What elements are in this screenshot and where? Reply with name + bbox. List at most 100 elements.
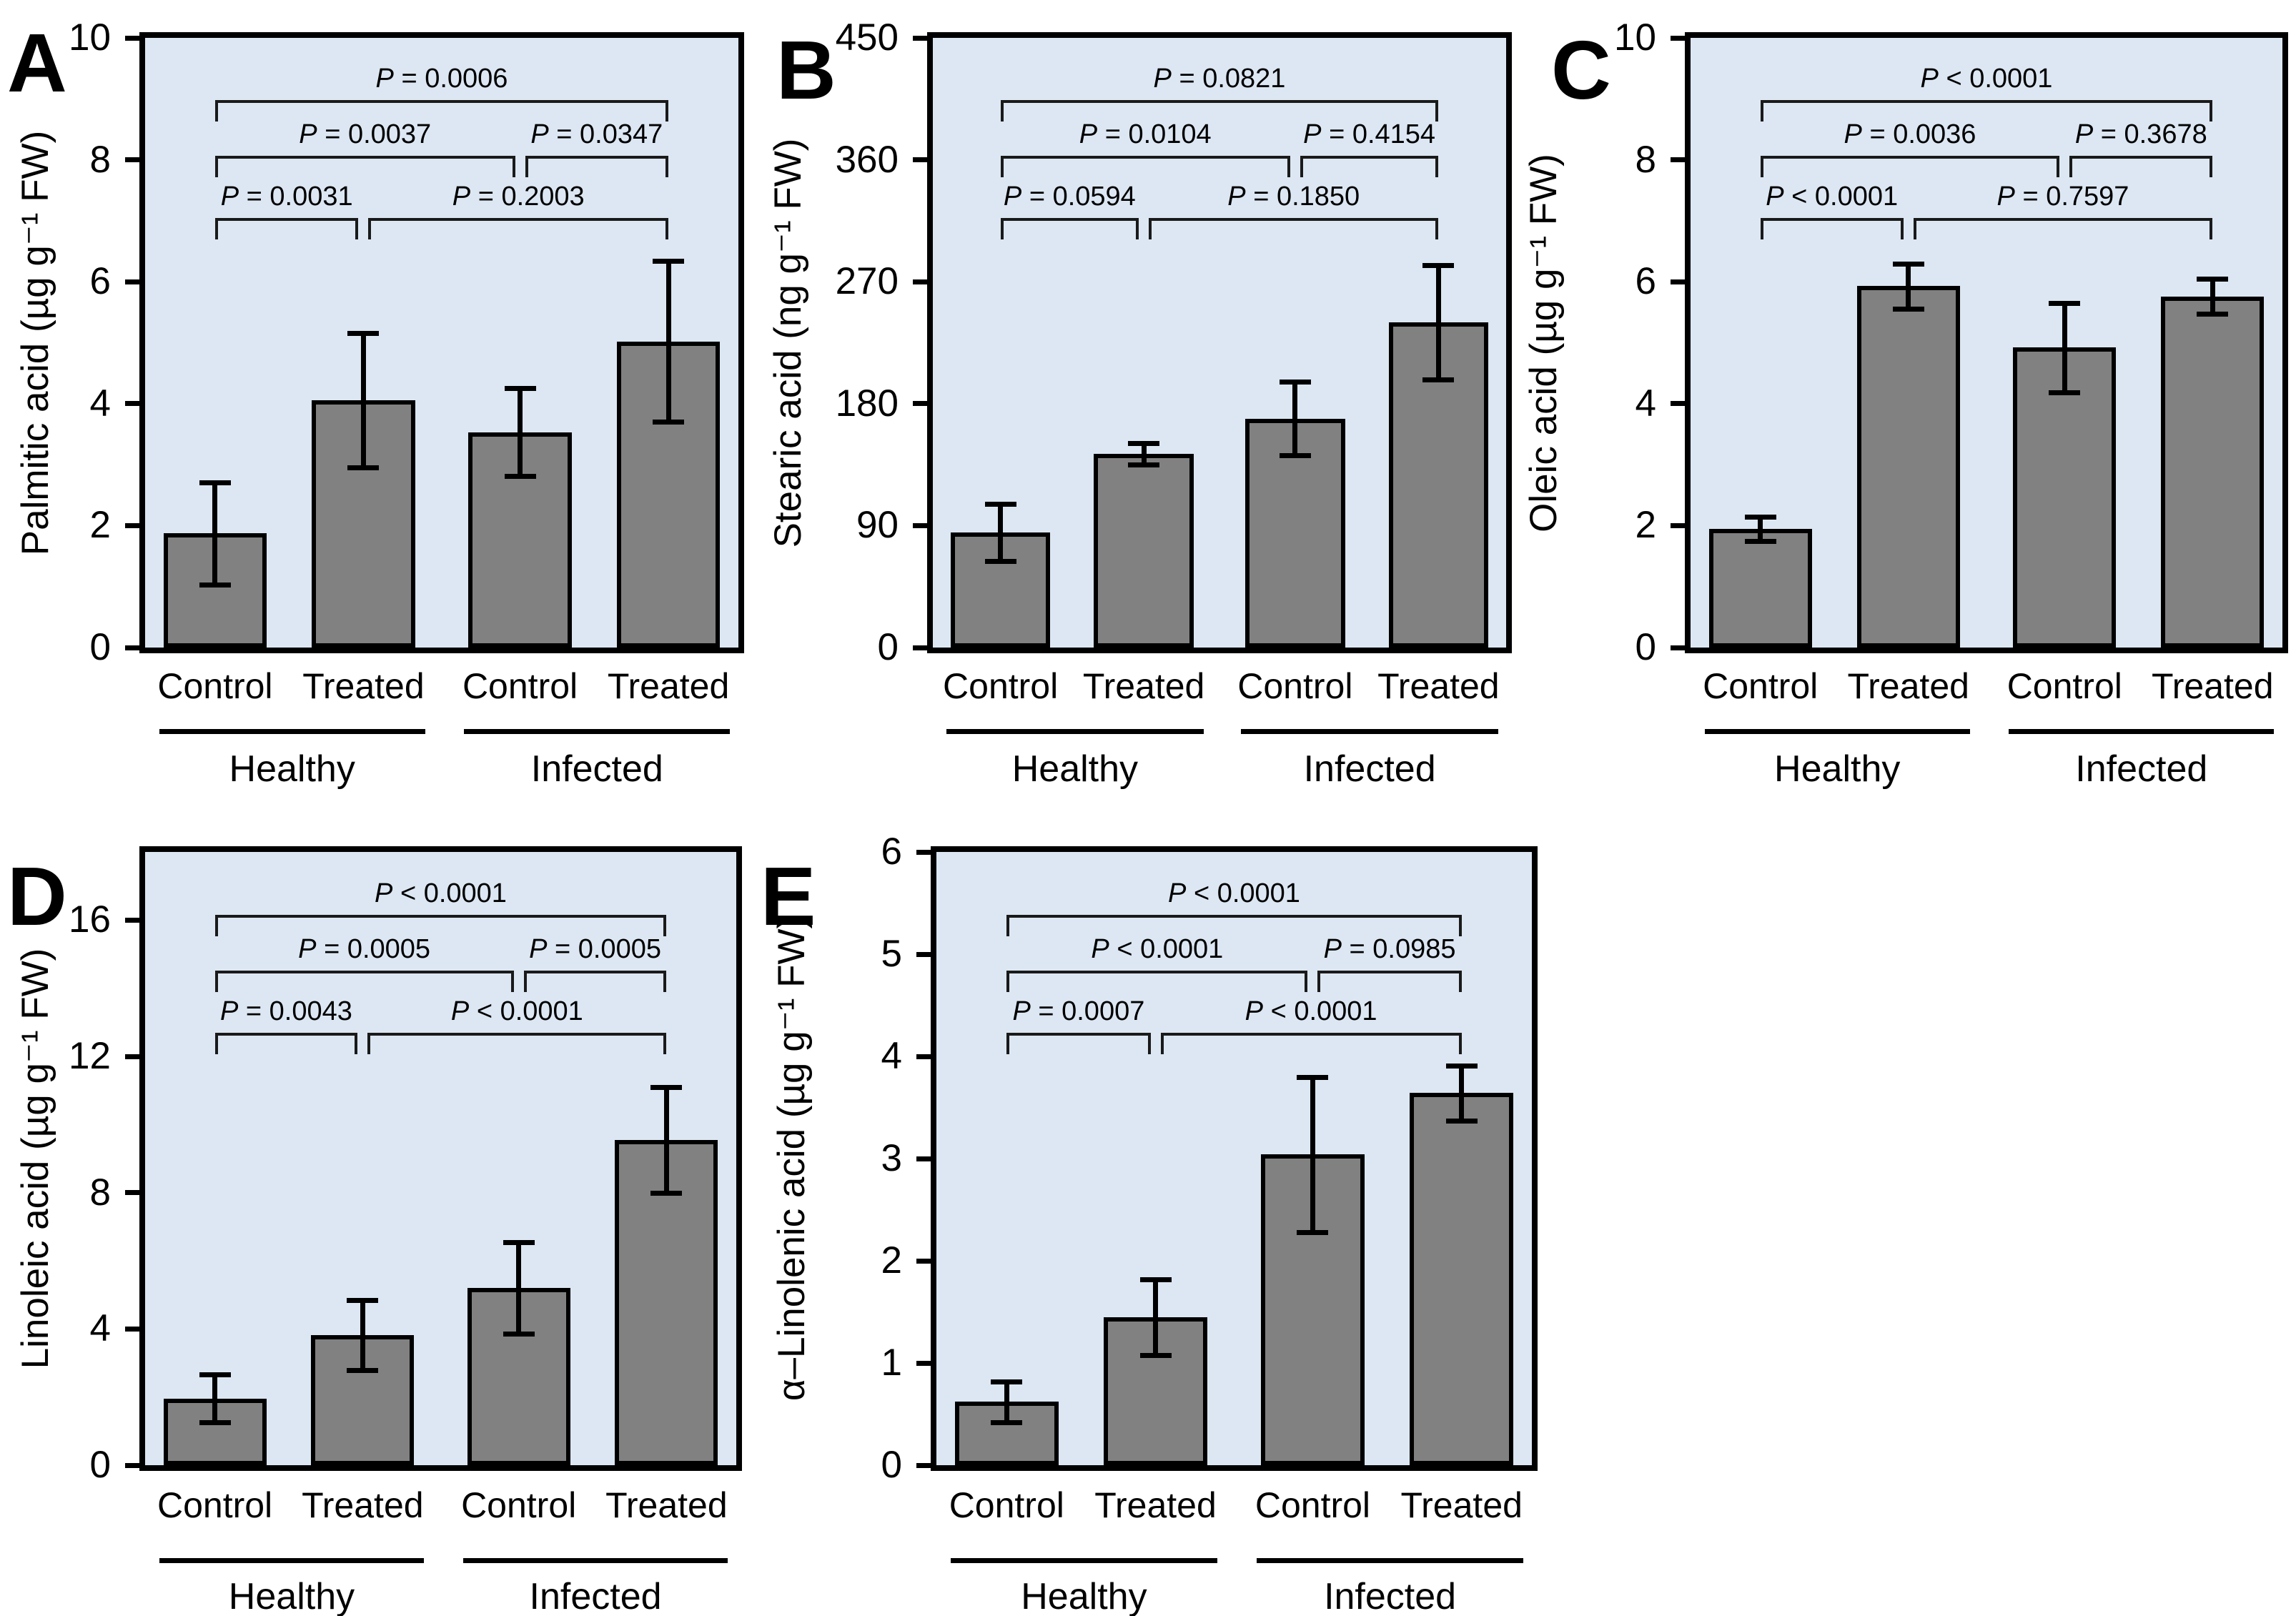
y-tick-label-e: 5 bbox=[881, 933, 902, 975]
error-cap-top-b3 bbox=[1279, 380, 1311, 385]
p-value-text: < 0.0001 bbox=[469, 996, 583, 1027]
error-bar-e2 bbox=[1153, 1279, 1159, 1355]
p-value-label-c-2: P = 0.0036 bbox=[1753, 119, 2067, 150]
x-tick-label-d3: Control bbox=[461, 1485, 577, 1525]
error-cap-top-b1 bbox=[984, 502, 1016, 507]
y-tick-mark-d bbox=[125, 1326, 139, 1332]
p-symbol: P bbox=[298, 933, 317, 964]
y-tick-label-d: 8 bbox=[89, 1171, 111, 1214]
error-cap-bottom-d3 bbox=[503, 1332, 535, 1337]
sig-bracket-a-0 bbox=[214, 217, 359, 239]
y-tick-label-b: 360 bbox=[835, 138, 899, 181]
x-tick-label-d2: Treated bbox=[302, 1485, 424, 1525]
y-tick-mark-c bbox=[1671, 401, 1685, 407]
error-bar-b2 bbox=[1141, 442, 1147, 465]
p-symbol: P bbox=[1012, 996, 1031, 1027]
p-value-text: = 0.0104 bbox=[1097, 119, 1212, 149]
p-symbol: P bbox=[450, 996, 470, 1027]
y-tick-mark-e bbox=[916, 1462, 931, 1468]
bar-c1 bbox=[1708, 528, 1812, 648]
sig-bracket-b-1 bbox=[1149, 217, 1439, 239]
group-label-b-1: Infected bbox=[1303, 748, 1436, 790]
y-tick-label-b: 90 bbox=[856, 504, 899, 547]
y-tick-label-a: 6 bbox=[89, 260, 111, 303]
error-cap-bottom-b2 bbox=[1128, 462, 1160, 468]
y-tick-mark-a bbox=[125, 279, 139, 284]
p-symbol: P bbox=[1766, 181, 1784, 212]
p-symbol: P bbox=[1003, 181, 1022, 212]
panel-letter-a: A bbox=[7, 16, 67, 109]
x-tick-label-e2: Treated bbox=[1094, 1485, 1217, 1525]
p-value-label-a-1: P = 0.2003 bbox=[361, 181, 676, 212]
y-tick-label-a: 4 bbox=[89, 382, 111, 425]
error-cap-top-b2 bbox=[1128, 440, 1160, 446]
bar-c2 bbox=[1856, 286, 1960, 648]
x-tick-label-b4: Treated bbox=[1377, 666, 1500, 706]
error-cap-top-a3 bbox=[504, 386, 536, 392]
panel-letter-d: D bbox=[7, 850, 67, 943]
y-tick-mark-b bbox=[913, 35, 927, 41]
error-cap-bottom-b4 bbox=[1422, 377, 1455, 382]
y-tick-label-c: 4 bbox=[1635, 382, 1656, 425]
p-symbol: P bbox=[530, 119, 549, 149]
y-tick-mark-d bbox=[125, 917, 139, 923]
sig-bracket-b-4 bbox=[1000, 100, 1439, 122]
sig-bracket-b-3 bbox=[1300, 155, 1439, 177]
p-symbol: P bbox=[1227, 181, 1246, 212]
p-value-label-e-4: P < 0.0001 bbox=[1077, 878, 1392, 909]
group-underline-c-0 bbox=[1704, 729, 1970, 734]
p-value-label-e-1: P < 0.0001 bbox=[1154, 996, 1468, 1027]
y-tick-label-e: 3 bbox=[881, 1137, 902, 1179]
group-underline-c-1 bbox=[2009, 729, 2275, 734]
p-value-text: = 0.0347 bbox=[548, 119, 663, 149]
error-bar-c2 bbox=[1906, 263, 1911, 309]
error-cap-top-c4 bbox=[2197, 276, 2229, 282]
p-value-text: = 0.3678 bbox=[2093, 119, 2207, 149]
p-symbol: P bbox=[375, 64, 394, 94]
p-value-label-e-2: P < 0.0001 bbox=[1000, 933, 1315, 965]
p-value-text: < 0.0001 bbox=[1109, 933, 1224, 964]
bar-c3 bbox=[2013, 347, 2117, 648]
x-tick-label-c2: Treated bbox=[1847, 666, 1969, 706]
y-tick-mark-b bbox=[913, 157, 927, 163]
p-value-label-b-3: P = 0.4154 bbox=[1212, 119, 1527, 150]
y-tick-label-d: 4 bbox=[89, 1307, 111, 1350]
sig-bracket-a-3 bbox=[525, 155, 669, 177]
p-value-text: = 0.0031 bbox=[239, 181, 353, 212]
x-tick-label-e1: Control bbox=[949, 1485, 1064, 1525]
x-tick-label-c4: Treated bbox=[2152, 666, 2274, 706]
bar-b2 bbox=[1094, 453, 1194, 648]
y-tick-mark-a bbox=[125, 645, 139, 650]
error-cap-top-c2 bbox=[1892, 261, 1924, 267]
y-tick-label-b: 180 bbox=[835, 382, 899, 425]
p-value-label-d-3: P = 0.0005 bbox=[438, 933, 753, 965]
p-value-text: < 0.0001 bbox=[1938, 64, 2053, 94]
y-tick-mark-e bbox=[916, 1054, 931, 1059]
p-value-label-b-1: P = 0.1850 bbox=[1137, 181, 1451, 212]
panel-letter-b: B bbox=[776, 24, 836, 117]
y-tick-mark-e bbox=[916, 1360, 931, 1366]
p-value-label-c-4: P < 0.0001 bbox=[1829, 63, 2144, 94]
panel-letter-e: E bbox=[761, 850, 816, 943]
x-tick-label-a4: Treated bbox=[607, 666, 730, 706]
error-cap-bottom-d4 bbox=[650, 1190, 683, 1196]
error-cap-bottom-d1 bbox=[199, 1419, 231, 1425]
group-underline-b-1 bbox=[1241, 729, 1499, 734]
p-value-label-d-0: P = 0.0043 bbox=[129, 996, 443, 1027]
p-value-text: = 0.0036 bbox=[1861, 119, 1976, 149]
y-tick-mark-e bbox=[916, 951, 931, 957]
p-value-text: = 0.0043 bbox=[238, 996, 352, 1027]
p-symbol: P bbox=[1153, 64, 1172, 94]
x-tick-label-c3: Control bbox=[2006, 666, 2122, 706]
error-bar-c3 bbox=[2062, 303, 2067, 392]
x-tick-label-b2: Treated bbox=[1082, 666, 1205, 706]
error-bar-a2 bbox=[360, 332, 366, 467]
y-tick-mark-a bbox=[125, 35, 139, 41]
sig-bracket-d-3 bbox=[523, 970, 667, 992]
error-cap-bottom-c3 bbox=[2049, 390, 2081, 395]
group-label-b-0: Healthy bbox=[1011, 748, 1139, 790]
x-tick-label-a2: Treated bbox=[302, 666, 425, 706]
error-bar-a4 bbox=[665, 261, 671, 422]
y-tick-label-c: 2 bbox=[1635, 504, 1656, 547]
error-bar-d2 bbox=[360, 1300, 365, 1370]
